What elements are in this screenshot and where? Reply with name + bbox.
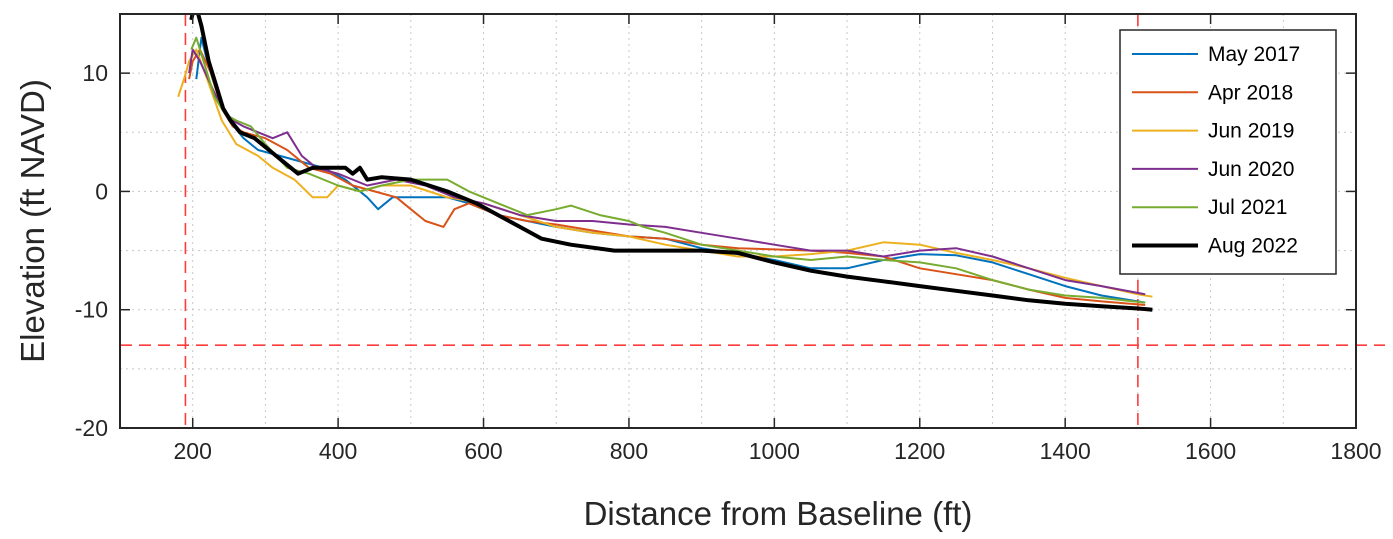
x-tick-label: 800 xyxy=(610,438,648,464)
series-line-jun-2020 xyxy=(188,48,1146,296)
legend: May 2017 Apr 2018 Jun 2019 Jun 2020 Jul 2021… xyxy=(1119,29,1337,275)
y-axis-label: Elevation (ft NAVD) xyxy=(14,79,51,363)
legend-label: Jun 2019 xyxy=(1208,120,1294,143)
legend-box xyxy=(1119,29,1337,275)
grid xyxy=(120,14,1356,428)
x-tick-label: 600 xyxy=(464,438,502,464)
y-tick-label: 10 xyxy=(82,60,108,86)
x-tick-label: 1200 xyxy=(894,438,945,464)
x-tick-label: 1800 xyxy=(1330,438,1381,464)
x-tick-label: 200 xyxy=(174,438,212,464)
y-tick-label: -20 xyxy=(75,415,108,441)
legend-label: Aug 2022 xyxy=(1208,235,1298,258)
legend-label: Jul 2021 xyxy=(1208,196,1287,219)
data-series xyxy=(177,14,1153,312)
x-tick-label: 1000 xyxy=(749,438,800,464)
x-tick-label: 1400 xyxy=(1040,438,1091,464)
series-line-aug-2022 xyxy=(189,14,1153,312)
legend-label: May 2017 xyxy=(1208,43,1300,66)
legend-label: Jun 2020 xyxy=(1208,158,1294,181)
axes-box xyxy=(119,13,1357,429)
x-tick-label: 400 xyxy=(319,438,357,464)
x-tick-label: 1600 xyxy=(1185,438,1236,464)
series-line-jul-2021 xyxy=(190,36,1146,304)
legend-label: Apr 2018 xyxy=(1208,81,1293,104)
y-tick-label: 0 xyxy=(95,178,108,204)
y-tick-label: -10 xyxy=(75,297,108,323)
axis-ticks: 200 400 600 800 1000 1200 1400 1600 1800 10 0 -10 -2… xyxy=(75,14,1382,464)
x-axis-label: Distance from Baseline (ft) xyxy=(584,495,973,532)
